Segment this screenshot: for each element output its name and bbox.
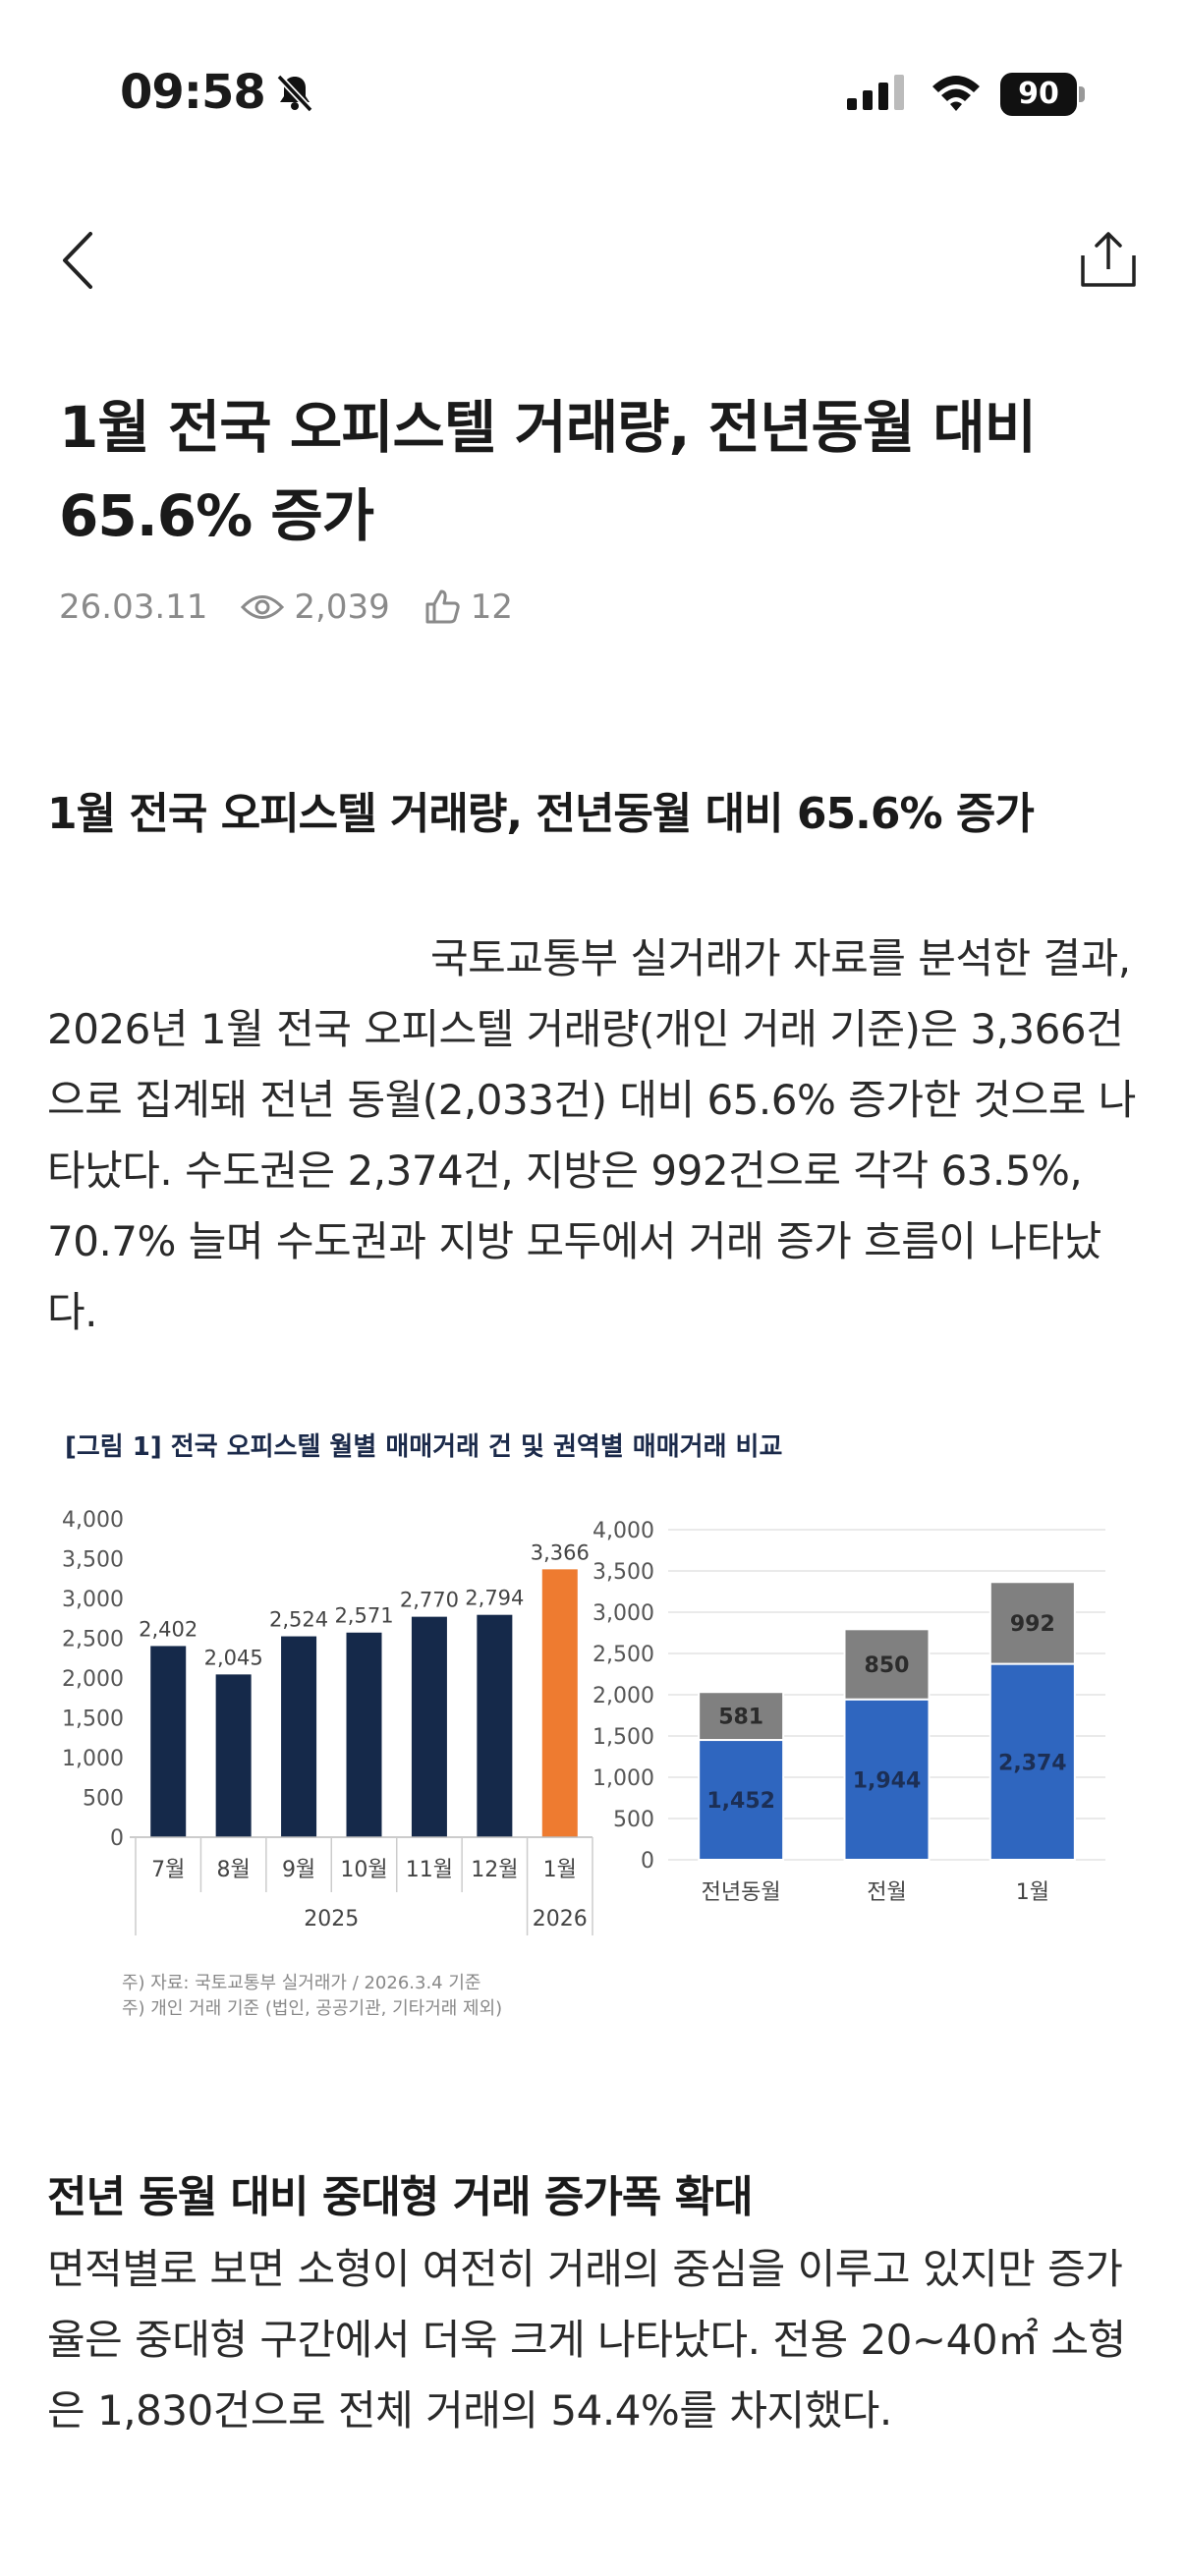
stacked-bar-segment [988, 1581, 1076, 1665]
bar [215, 1674, 252, 1837]
bar-value-label: 2,402 [139, 1617, 198, 1641]
figure-note-basis: 주) 개인 거래 기준 (법인, 공공기관, 기타거래 제외) [122, 1998, 503, 2019]
eye-icon [241, 595, 285, 619]
y-tick-label: 0 [110, 1826, 124, 1851]
figure-note-source: 주) 자료: 국토교통부 실거래가 / 2026.3.4 기준 [122, 1973, 481, 1993]
article-meta: 26.03.11 2,039 12 [59, 588, 546, 627]
chevron-left-icon [63, 232, 92, 289]
y-tick-label: 2,000 [592, 1684, 654, 1708]
bar [411, 1616, 447, 1837]
segment-value-label: 2,374 [998, 1751, 1067, 1775]
regional-trade-chart: 0 500 1,000 1,500 2,000 2,500 3,000 3,500 4,000 1… [592, 1519, 1105, 1905]
figure-notes: 주) 자료: 국토교통부 실거래가 / 2026.3.4 기준 주) 개인 거래… [122, 1971, 502, 2022]
bar [346, 1632, 382, 1837]
bar [150, 1646, 187, 1837]
article-paragraph: 국토교통부 실거래가 자료를 분석한 결과, 2026년 1월 전국 오피스텔 … [47, 924, 1138, 1348]
x-tick-label: 전월 [867, 1880, 906, 1905]
y-tick-label: 2,000 [62, 1667, 124, 1692]
y-tick-label: 3,500 [592, 1560, 654, 1585]
x-tick-label: 10월 [340, 1858, 387, 1882]
segment-value-label: 1,944 [853, 1768, 922, 1793]
status-time: 09:58 [120, 65, 266, 120]
article-title: 1월 전국 오피스텔 거래량, 전년동월 대비 65.6% 증가 [59, 394, 1037, 549]
bar-value-label: 2,571 [334, 1604, 393, 1628]
battery-tip [1079, 86, 1085, 102]
share-button[interactable] [1077, 228, 1140, 295]
bar-value-label: 2,045 [204, 1646, 263, 1669]
y-tick-label: 3,500 [62, 1548, 124, 1573]
stacked-bar-segment [843, 1628, 931, 1701]
y-tick-label: 1,500 [592, 1725, 654, 1750]
bar [541, 1569, 578, 1837]
year-group-label: 2025 [304, 1907, 359, 1932]
x-tick-label: 전년동월 [702, 1880, 781, 1905]
article-paragraph-2: 면적별로 보면 소형이 여전히 거래의 중심을 이루고 있지만 증가율은 중대형… [47, 2245, 1126, 2435]
segment-value-label: 1,452 [706, 1789, 775, 1814]
signal-icon [847, 75, 906, 114]
like-button[interactable]: 12 [423, 588, 513, 627]
y-tick-label: 3,000 [62, 1588, 124, 1612]
views-count: 2,039 [241, 588, 390, 627]
bar [281, 1636, 317, 1837]
bar-value-label: 2,524 [269, 1608, 328, 1632]
monthly-trade-chart: 0 500 1,000 1,500 2,000 2,500 3,000 3,500 4,000 2… [62, 1508, 593, 1935]
stacked-bar-segment [988, 1662, 1076, 1861]
back-button[interactable] [59, 230, 94, 295]
section-heading-2: 전년 동월 대비 중대형 거래 증가폭 확대 [47, 2172, 754, 2222]
bar [477, 1614, 513, 1837]
figure-title: [그림 1] 전국 오피스텔 월별 매매거래 건 및 권역별 매매거래 비교 [65, 1432, 783, 1462]
likes-value: 12 [470, 588, 514, 627]
paragraph-text: 국토교통부 실거래가 자료를 분석한 결과, 2026년 1월 전국 오피스텔 … [47, 934, 1136, 1336]
y-tick-label: 0 [641, 1849, 654, 1874]
x-tick-label: 1월 [1016, 1880, 1049, 1905]
x-tick-label: 1월 [543, 1858, 577, 1882]
battery-indicator: 90 [1000, 73, 1077, 116]
bar-value-label: 2,794 [465, 1587, 524, 1610]
thumbs-up-icon [425, 589, 460, 624]
section-heading: 1월 전국 오피스텔 거래량, 전년동월 대비 65.6% 증가 [47, 789, 1035, 839]
article-date: 26.03.11 [59, 588, 208, 627]
bar-value-label: 2,770 [400, 1589, 459, 1612]
x-tick-label: 8월 [217, 1858, 251, 1882]
x-tick-label: 12월 [471, 1858, 518, 1882]
bar-value-label: 3,366 [531, 1540, 590, 1564]
wifi-icon [929, 71, 984, 118]
y-tick-label: 1,000 [592, 1766, 654, 1791]
x-tick-label: 7월 [151, 1858, 185, 1882]
y-tick-label: 2,500 [62, 1628, 124, 1652]
bell-muted-icon [273, 71, 316, 118]
views-value: 2,039 [294, 588, 390, 627]
x-tick-label: 11월 [406, 1858, 453, 1882]
y-tick-label: 500 [83, 1787, 124, 1812]
y-tick-label: 4,000 [62, 1508, 124, 1533]
share-icon [1081, 232, 1136, 287]
segment-value-label: 992 [1010, 1612, 1055, 1637]
y-tick-label: 4,000 [592, 1519, 654, 1543]
x-tick-label: 9월 [282, 1858, 315, 1882]
y-tick-label: 2,500 [592, 1643, 654, 1667]
year-group-label: 2026 [533, 1907, 588, 1932]
segment-value-label: 850 [865, 1653, 910, 1678]
segment-value-label: 581 [718, 1706, 763, 1730]
y-tick-label: 1,000 [62, 1747, 124, 1771]
stacked-bar-segment [698, 1691, 785, 1742]
y-tick-label: 1,500 [62, 1708, 124, 1732]
y-tick-label: 500 [613, 1808, 654, 1832]
y-tick-label: 3,000 [592, 1601, 654, 1626]
